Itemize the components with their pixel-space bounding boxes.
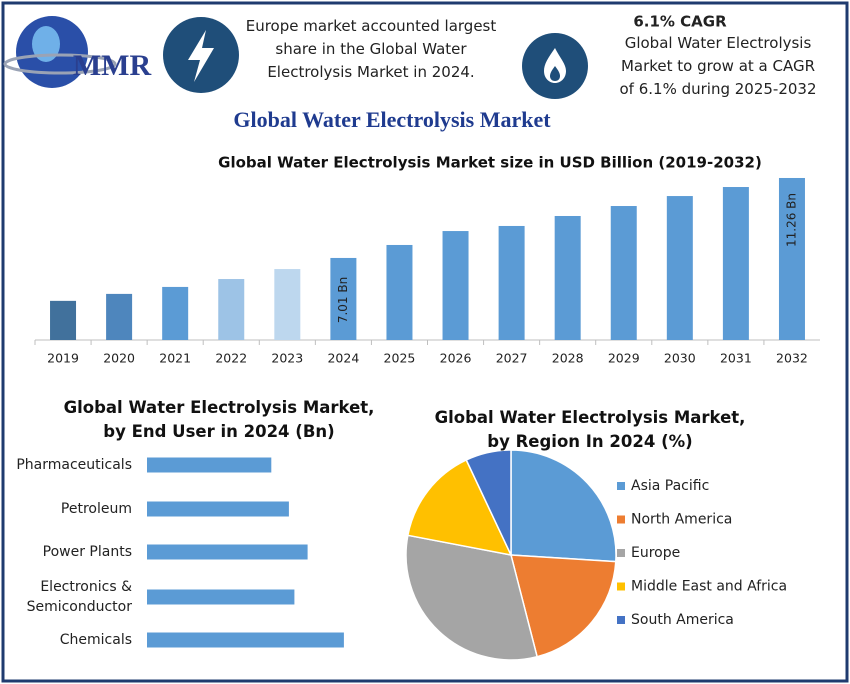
legend-swatch bbox=[617, 482, 625, 490]
value-label: 7.01 Bn bbox=[336, 277, 350, 323]
bar bbox=[147, 501, 289, 517]
bolt-icon bbox=[163, 17, 239, 93]
pie-slice bbox=[510, 554, 617, 658]
y-tick-label: Pharmaceuticals bbox=[16, 457, 132, 473]
bar bbox=[610, 206, 637, 340]
value-label: 11.26 Bn bbox=[784, 193, 798, 247]
cagr-note: Global Water Electrolysis Market to grow… bbox=[619, 34, 817, 98]
bar bbox=[218, 279, 245, 340]
bar bbox=[274, 269, 301, 340]
logo-text: MMR bbox=[73, 49, 152, 82]
legend-label: North America bbox=[631, 512, 732, 528]
main-title: Global Water Electrolysis Market bbox=[233, 107, 551, 132]
legend-swatch bbox=[617, 515, 625, 524]
globe-orbit bbox=[3, 53, 117, 75]
bar bbox=[386, 244, 413, 340]
pie-slice bbox=[465, 449, 512, 556]
legend-swatch bbox=[617, 616, 625, 624]
bar bbox=[147, 632, 344, 648]
pie-chart-title: Global Water Electrolysis Market, by Reg… bbox=[434, 408, 746, 451]
x-tick-label: 2020 bbox=[103, 351, 135, 366]
y-tick-label: Electronics & Semiconductor bbox=[26, 579, 132, 615]
y-tick-label: Power Plants bbox=[42, 544, 132, 560]
x-tick-label: 2023 bbox=[271, 351, 303, 366]
bar bbox=[106, 293, 133, 340]
legend-label: Europe bbox=[631, 545, 680, 561]
x-tick-label: 2024 bbox=[327, 351, 359, 366]
bar bbox=[554, 215, 581, 340]
hbar-chart-title: Global Water Electrolysis Market, by End… bbox=[63, 398, 375, 441]
x-tick-label: 2028 bbox=[552, 351, 584, 366]
x-tick-label: 2031 bbox=[720, 351, 752, 366]
bar bbox=[147, 589, 295, 605]
europe-note: Europe market accounted largest share in… bbox=[245, 17, 497, 81]
y-tick-label: Petroleum bbox=[60, 501, 132, 517]
pie-slice bbox=[406, 458, 513, 557]
x-tick-label: 2025 bbox=[384, 351, 416, 366]
legend-label: Middle East and Africa bbox=[631, 579, 787, 595]
x-tick-label: 2032 bbox=[776, 351, 808, 366]
legend-label: South America bbox=[631, 612, 734, 628]
bar bbox=[442, 231, 469, 340]
cagr-title: 6.1% CAGR bbox=[633, 13, 727, 31]
globe-land bbox=[32, 26, 60, 62]
bar bbox=[498, 225, 525, 340]
y-tick-label: Chemicals bbox=[59, 632, 132, 648]
x-tick-label: 2030 bbox=[664, 351, 696, 366]
bar-chart-title: Global Water Electrolysis Market size in… bbox=[218, 154, 762, 172]
x-tick-label: 2019 bbox=[47, 351, 79, 366]
x-tick-label: 2029 bbox=[608, 351, 640, 366]
bar bbox=[147, 457, 272, 473]
legend-label: Asia Pacific bbox=[631, 478, 709, 494]
bar bbox=[722, 187, 749, 340]
x-tick-label: 2027 bbox=[496, 351, 528, 366]
x-tick-label: 2022 bbox=[215, 351, 247, 366]
logo: MMR bbox=[3, 16, 152, 88]
x-tick-label: 2021 bbox=[159, 351, 191, 366]
bar bbox=[778, 177, 805, 340]
legend-swatch bbox=[617, 582, 625, 591]
x-tick-label: 2026 bbox=[440, 351, 472, 366]
bar bbox=[666, 196, 693, 340]
bar bbox=[162, 286, 189, 340]
flame-icon bbox=[522, 33, 588, 99]
pie-slice bbox=[510, 449, 617, 563]
bar bbox=[50, 300, 77, 340]
bar bbox=[147, 544, 308, 560]
legend-swatch bbox=[617, 549, 625, 557]
pie-slice bbox=[405, 534, 539, 661]
bar bbox=[330, 257, 357, 340]
